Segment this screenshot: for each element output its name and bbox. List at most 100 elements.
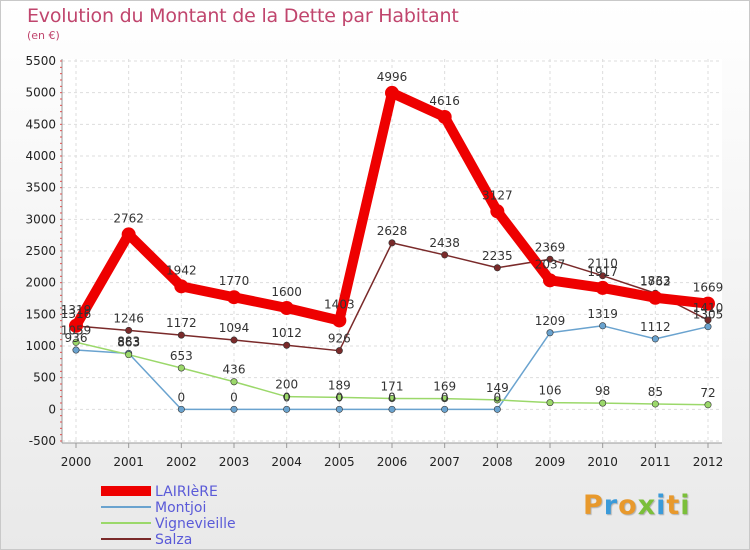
data-point [493, 264, 501, 272]
data-point [546, 255, 554, 263]
data-label: 0 [336, 390, 344, 404]
data-point [493, 396, 501, 404]
data-label: 3127 [482, 188, 513, 202]
data-label: 1600 [271, 285, 302, 299]
data-label: 149 [486, 381, 509, 395]
x-tick-label: 2002 [166, 455, 197, 469]
data-label: 2110 [587, 257, 618, 271]
data-label: 1770 [219, 274, 250, 288]
proxiti-logo: Proxiti [583, 490, 691, 521]
data-label: 1094 [219, 321, 250, 335]
y-tick-label: 1500 [25, 307, 56, 321]
data-label: 2037 [535, 257, 566, 271]
data-point [177, 405, 185, 413]
data-point [177, 364, 185, 372]
data-point [121, 227, 136, 242]
data-point [388, 239, 396, 247]
x-tick-label: 2008 [482, 455, 513, 469]
y-tick-label: 2500 [25, 244, 56, 258]
data-label: 0 [494, 390, 502, 404]
data-label: 1319 [61, 303, 92, 317]
data-label: 0 [441, 390, 449, 404]
x-tick-label: 2005 [324, 455, 355, 469]
data-point [332, 313, 347, 328]
data-point [388, 395, 396, 403]
data-label: 0 [283, 390, 291, 404]
x-tick-label: 2004 [271, 455, 302, 469]
x-tick-label: 2007 [429, 455, 460, 469]
data-label: 189 [328, 378, 351, 392]
data-label: 1833 [640, 274, 671, 288]
data-point [283, 393, 291, 401]
y-tick-label: 3500 [25, 181, 56, 195]
data-point [441, 405, 449, 413]
data-point [599, 272, 607, 280]
data-label: 98 [595, 384, 610, 398]
data-label: 4616 [429, 94, 460, 108]
legend-label: LAIRIèRE [155, 484, 218, 500]
data-point [230, 405, 238, 413]
data-label: 1410 [693, 301, 724, 315]
data-point [230, 336, 238, 344]
data-point [283, 405, 291, 413]
data-label: 2438 [429, 236, 460, 250]
data-label: 2369 [535, 240, 566, 254]
data-label: 436 [223, 363, 246, 377]
data-label: 863 [117, 336, 140, 350]
y-tick-label: 3000 [25, 212, 56, 226]
data-point [651, 400, 659, 408]
logo-letter: r [603, 490, 619, 521]
data-point [388, 405, 396, 413]
data-point [546, 329, 554, 337]
data-label: 1316 [61, 307, 92, 321]
chart-title: Evolution du Montant de la Dette par Hab… [27, 5, 459, 27]
data-label: 1917 [587, 265, 618, 279]
legend-label: Montjoi [155, 500, 206, 516]
data-point [651, 335, 659, 343]
x-tick-label: 2010 [587, 455, 618, 469]
data-label: 1669 [693, 281, 724, 295]
data-point [72, 346, 80, 354]
data-label: 1059 [61, 323, 92, 337]
data-point [648, 290, 663, 305]
y-tick-label: 5000 [25, 86, 56, 100]
data-label: 1403 [324, 297, 355, 311]
data-point [704, 323, 712, 331]
data-label: 653 [170, 349, 193, 363]
data-point [701, 296, 715, 311]
y-tick-label: 0 [48, 402, 56, 416]
legend-label: Vignevieille [155, 516, 236, 532]
data-label: 4996 [377, 70, 408, 84]
data-label: 2762 [113, 211, 144, 225]
y-tick-label: 4000 [25, 149, 56, 163]
data-label: 936 [65, 331, 88, 345]
data-point [125, 351, 133, 359]
x-tick-label: 2001 [113, 455, 144, 469]
data-point [543, 273, 557, 288]
data-label: 1762 [640, 275, 671, 289]
data-point [595, 280, 610, 295]
data-label: 1112 [640, 320, 671, 334]
logo-letter: P [583, 490, 604, 521]
data-point [704, 316, 712, 324]
data-point [177, 331, 185, 339]
data-label: 171 [381, 380, 404, 394]
x-tick-label: 2000 [61, 455, 92, 469]
data-label: 72 [700, 386, 715, 400]
data-point [174, 279, 189, 294]
data-point [490, 204, 505, 219]
x-tick-label: 2009 [535, 455, 566, 469]
data-point [599, 322, 607, 330]
x-tick-label: 2012 [693, 455, 724, 469]
data-label: 0 [388, 390, 396, 404]
data-label: 200 [275, 378, 298, 392]
y-tick-label: 5500 [25, 54, 56, 68]
data-point [599, 399, 607, 407]
data-point [704, 401, 712, 409]
data-point [493, 405, 501, 413]
y-tick-label: 1000 [25, 339, 56, 353]
data-label: 1246 [113, 311, 144, 325]
data-point [230, 378, 238, 386]
